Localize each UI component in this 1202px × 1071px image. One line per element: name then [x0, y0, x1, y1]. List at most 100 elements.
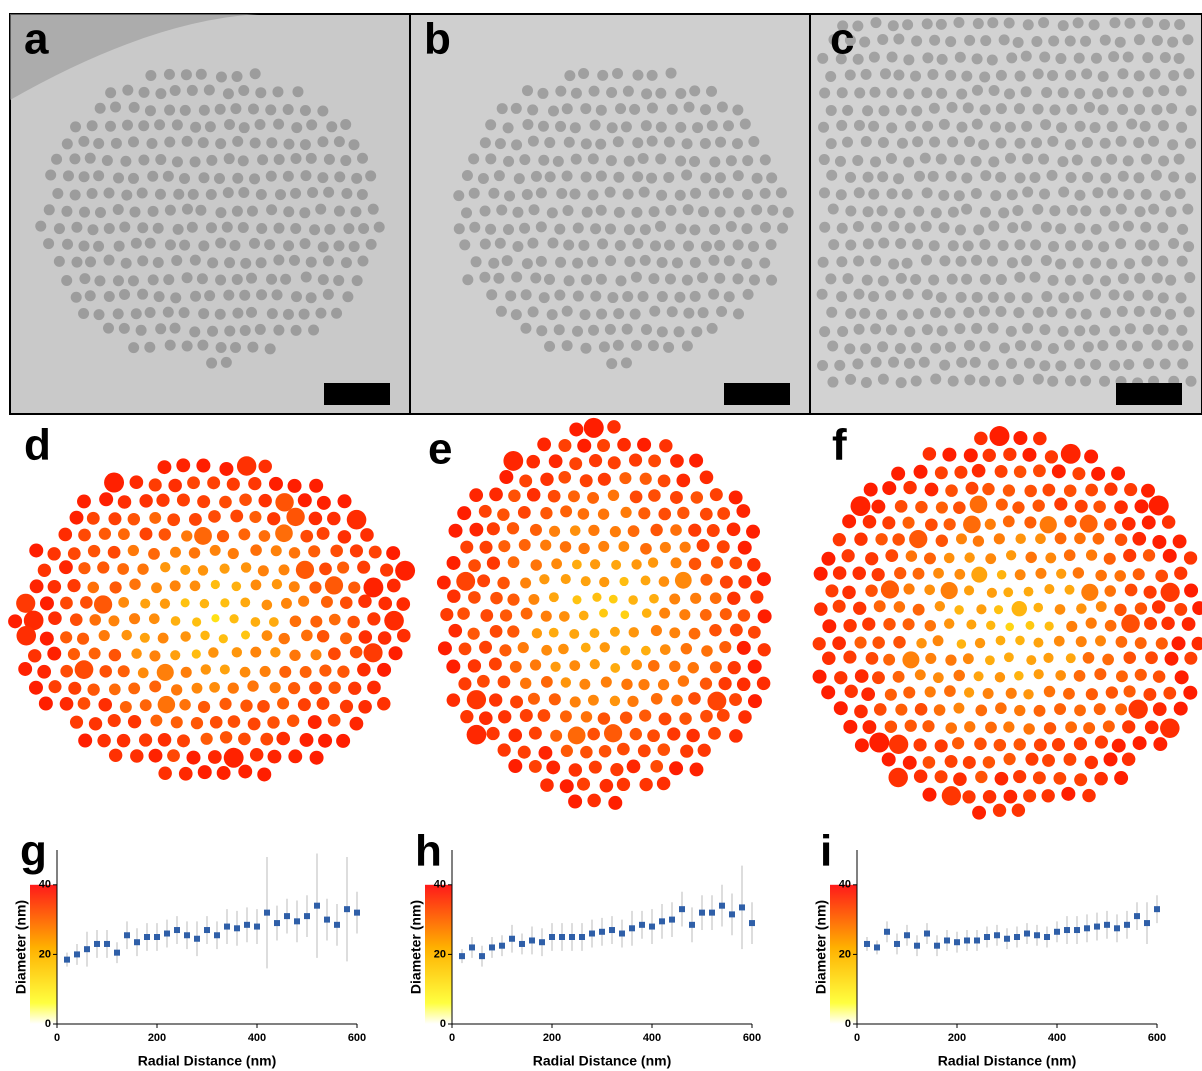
particle [327, 511, 341, 526]
particle [1004, 88, 1016, 100]
particle [943, 552, 955, 564]
particle [1165, 308, 1177, 320]
particle [912, 136, 924, 148]
particle [195, 204, 207, 216]
particle [197, 565, 209, 576]
particle [316, 629, 330, 643]
particle [489, 693, 503, 707]
panel-label: d [24, 421, 51, 470]
particle [682, 204, 694, 216]
particle [637, 744, 651, 758]
particle [1142, 323, 1154, 335]
particle [655, 87, 667, 99]
particle [501, 255, 513, 267]
particle [1040, 119, 1052, 131]
particle [477, 674, 490, 688]
y-axis-label: Diameter (nm) [13, 900, 29, 994]
particle [308, 545, 321, 558]
particle [1011, 600, 1028, 617]
particle [962, 653, 974, 665]
particle [560, 505, 573, 518]
particle [985, 721, 997, 734]
particle [930, 207, 942, 219]
particle [60, 631, 73, 644]
particle [255, 257, 267, 269]
particle [939, 255, 951, 267]
particle [519, 154, 531, 166]
particle [1115, 339, 1127, 351]
particle [358, 594, 372, 608]
particle [659, 541, 671, 554]
particle [507, 593, 520, 606]
particle [1003, 587, 1014, 598]
particle [924, 552, 936, 565]
particle [1083, 101, 1095, 113]
particle [79, 206, 91, 218]
particle [378, 596, 393, 611]
particle [237, 155, 249, 167]
particle [1073, 737, 1088, 751]
particle [687, 662, 699, 674]
particle [1176, 324, 1188, 336]
particle [62, 238, 74, 250]
data-point [499, 942, 505, 949]
scale-bar [324, 383, 390, 405]
particle [677, 506, 690, 520]
particle [1083, 722, 1096, 735]
particle [1033, 464, 1046, 478]
particle [995, 171, 1007, 183]
particle [667, 727, 681, 741]
particle [640, 120, 652, 132]
x-tick-label: 600 [743, 1032, 761, 1044]
particle [975, 704, 988, 717]
particle [530, 272, 542, 284]
particle [1123, 290, 1135, 302]
particle [564, 70, 576, 82]
x-axis-label: Radial Distance (nm) [938, 1053, 1076, 1069]
particle [589, 659, 600, 670]
data-point [679, 906, 685, 913]
particle [358, 630, 373, 644]
particle [637, 152, 649, 164]
particle [519, 474, 533, 488]
particle [995, 274, 1007, 286]
particle [699, 608, 712, 621]
particle [246, 272, 258, 284]
particle [928, 240, 940, 252]
data-point [994, 932, 1000, 939]
particle [496, 204, 508, 216]
particle [1082, 171, 1094, 183]
data-point [1014, 934, 1020, 940]
data-point [104, 940, 110, 947]
data-point [739, 904, 745, 911]
particle [748, 274, 760, 286]
particle [902, 651, 920, 669]
particle [188, 513, 202, 526]
particle [670, 557, 682, 569]
particle [714, 272, 726, 284]
particle [663, 171, 675, 183]
particle [299, 105, 311, 117]
particle [903, 583, 915, 595]
particle [53, 223, 65, 235]
particle [71, 256, 83, 268]
y-tick-label: 20 [434, 948, 446, 960]
particle [641, 608, 652, 618]
particle [741, 258, 753, 270]
particle [681, 340, 693, 352]
particle [29, 543, 44, 558]
particle [690, 592, 702, 604]
particle [88, 647, 101, 660]
particle [942, 447, 957, 462]
particle [936, 87, 948, 99]
particle [876, 308, 888, 320]
particle [306, 119, 318, 131]
particle [861, 687, 876, 702]
particle [992, 803, 1007, 817]
particle [188, 547, 201, 559]
particle [650, 523, 663, 537]
data-point [884, 928, 890, 935]
particle [340, 155, 352, 167]
particle [987, 359, 999, 371]
particle [526, 488, 541, 502]
